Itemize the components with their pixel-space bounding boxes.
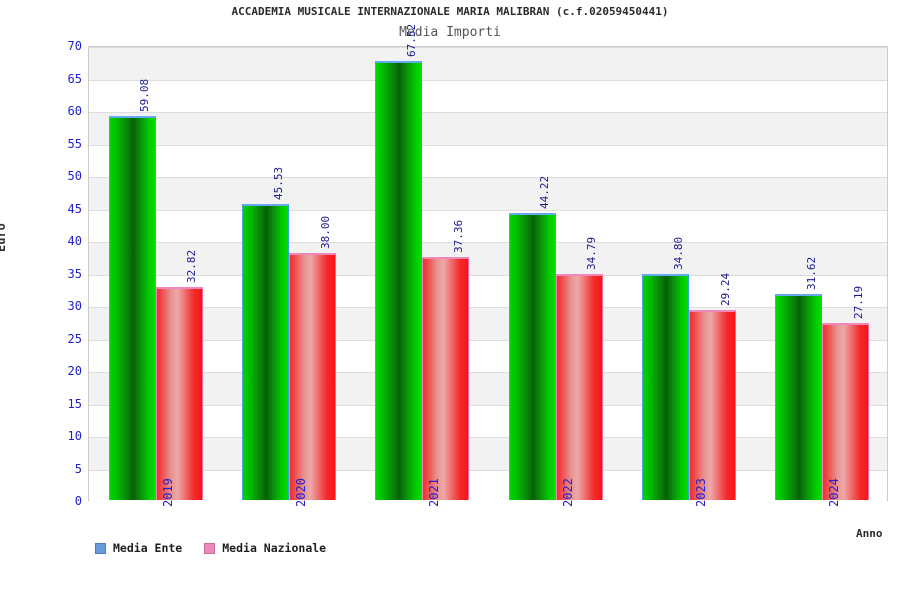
bar-value-label: 34.79 bbox=[585, 236, 599, 270]
chart-subtitle: Media Importi bbox=[399, 25, 501, 40]
y-axis-tick-label: 65 bbox=[67, 71, 82, 86]
bar-value-label: 45.53 bbox=[271, 166, 285, 201]
bar-value-label: 44.22 bbox=[538, 175, 552, 209]
bar-value-label: 38.00 bbox=[318, 215, 332, 249]
y-axis-tick-label: 50 bbox=[67, 169, 82, 183]
gridline bbox=[89, 47, 887, 48]
bar-value-label: 27.19 bbox=[851, 286, 865, 320]
bar-2024-media-ente[interactable] bbox=[775, 294, 823, 500]
y-axis-tick-label: 0 bbox=[74, 494, 82, 508]
bar-value-label: 67.52 bbox=[404, 23, 418, 58]
grid-band bbox=[89, 339, 887, 372]
bar-value-label: 59.08 bbox=[138, 78, 152, 112]
grid-band bbox=[89, 242, 887, 275]
legend-item-media-ente[interactable]: Media Ente bbox=[95, 541, 182, 555]
x-axis-tick-label-2024: 2024 bbox=[827, 478, 842, 507]
bar-2023-media-nazionale[interactable] bbox=[689, 309, 736, 500]
gridline bbox=[89, 209, 887, 211]
bar-value-label: 34.80 bbox=[671, 236, 685, 270]
gridline bbox=[89, 274, 887, 276]
plot-area: 59.08 32.82 45.53 38.00 67.52 37.36 44.22 34.79… bbox=[88, 24, 888, 502]
y-axis-tick-label: 15 bbox=[67, 396, 82, 411]
bar-2019-media-nazionale[interactable] bbox=[155, 286, 203, 500]
legend-swatch-icon bbox=[95, 542, 106, 554]
y-axis-tick-label: 40 bbox=[67, 234, 82, 248]
gridline bbox=[89, 177, 887, 178]
bar-value-label: 37.36 bbox=[451, 220, 465, 254]
bar-value-label: 29.24 bbox=[718, 272, 732, 306]
gridline bbox=[89, 307, 887, 308]
gridline bbox=[89, 437, 887, 438]
legend-swatch-icon bbox=[204, 542, 216, 554]
gridline bbox=[89, 469, 887, 471]
bar-2020-media-ente[interactable] bbox=[242, 204, 289, 500]
chart-legend: Media Ente Media Nazionale bbox=[95, 541, 326, 555]
y-axis-ticks: 70 65 60 55 50 45 40 35 30 25 20 15 10 5 0 bbox=[30, 40, 82, 507]
gridline bbox=[89, 372, 887, 373]
gridline bbox=[89, 242, 887, 243]
y-axis-tick-label: 25 bbox=[67, 331, 82, 346]
grid-band bbox=[89, 307, 887, 340]
y-axis-tick-label: 10 bbox=[67, 429, 82, 443]
y-axis-tick-label: 45 bbox=[67, 201, 82, 216]
bar-2021-media-ente[interactable] bbox=[375, 61, 423, 500]
x-axis-tick-label-2023: 2023 bbox=[694, 478, 708, 507]
y-axis-title: Euro bbox=[0, 223, 8, 252]
gridline bbox=[89, 144, 887, 146]
x-axis-tick-label-2019: 2019 bbox=[160, 478, 175, 507]
bar-2021-media-nazionale[interactable] bbox=[422, 257, 470, 500]
y-axis-tick-label: 20 bbox=[67, 364, 82, 378]
bar-2022-media-ente[interactable] bbox=[508, 212, 556, 500]
grid-band bbox=[89, 144, 887, 177]
legend-item-media-nazionale[interactable]: Media Nazionale bbox=[204, 541, 326, 555]
x-axis-tick-label-2022: 2022 bbox=[560, 478, 575, 507]
grid-band bbox=[89, 209, 887, 242]
legend-label: Media Ente bbox=[113, 541, 183, 555]
y-axis-tick-label: 35 bbox=[67, 266, 82, 281]
grid-band bbox=[89, 404, 887, 437]
y-axis-tick-label: 60 bbox=[67, 104, 82, 118]
y-axis-tick-label: 30 bbox=[67, 299, 82, 313]
grid-band bbox=[89, 79, 887, 112]
bar-2024-media-nazionale[interactable] bbox=[822, 323, 870, 500]
grid-band bbox=[89, 47, 887, 80]
x-axis-tick-label-2020: 2020 bbox=[294, 478, 308, 507]
bar-value-label: 32.82 bbox=[185, 249, 199, 283]
grid-band bbox=[89, 177, 887, 210]
bar-2022-media-nazionale[interactable] bbox=[555, 273, 603, 500]
y-axis-tick-label: 5 bbox=[74, 461, 82, 476]
x-axis-tick-label-2021: 2021 bbox=[427, 478, 442, 507]
bar-2020-media-nazionale[interactable] bbox=[289, 253, 336, 500]
y-axis-tick-label: 55 bbox=[67, 136, 82, 151]
x-axis-title: Anno bbox=[856, 527, 883, 540]
bar-2019-media-ente[interactable] bbox=[108, 115, 156, 500]
grid-band bbox=[89, 437, 887, 470]
grid-band bbox=[89, 274, 887, 307]
legend-label: Media Nazionale bbox=[222, 541, 327, 555]
y-axis-tick-label: 70 bbox=[67, 39, 82, 53]
bar-2023-media-ente[interactable] bbox=[642, 273, 689, 500]
grid-band bbox=[89, 469, 887, 502]
gridline bbox=[89, 404, 887, 406]
grid-band bbox=[89, 372, 887, 405]
gridline bbox=[89, 79, 887, 81]
chart-title: ACCADEMIA MUSICALE INTERNAZIONALE MARIA … bbox=[231, 5, 669, 18]
gridline bbox=[89, 112, 887, 113]
gridline bbox=[89, 339, 887, 341]
bar-value-label: 31.62 bbox=[804, 257, 818, 291]
grid-band bbox=[89, 112, 887, 145]
